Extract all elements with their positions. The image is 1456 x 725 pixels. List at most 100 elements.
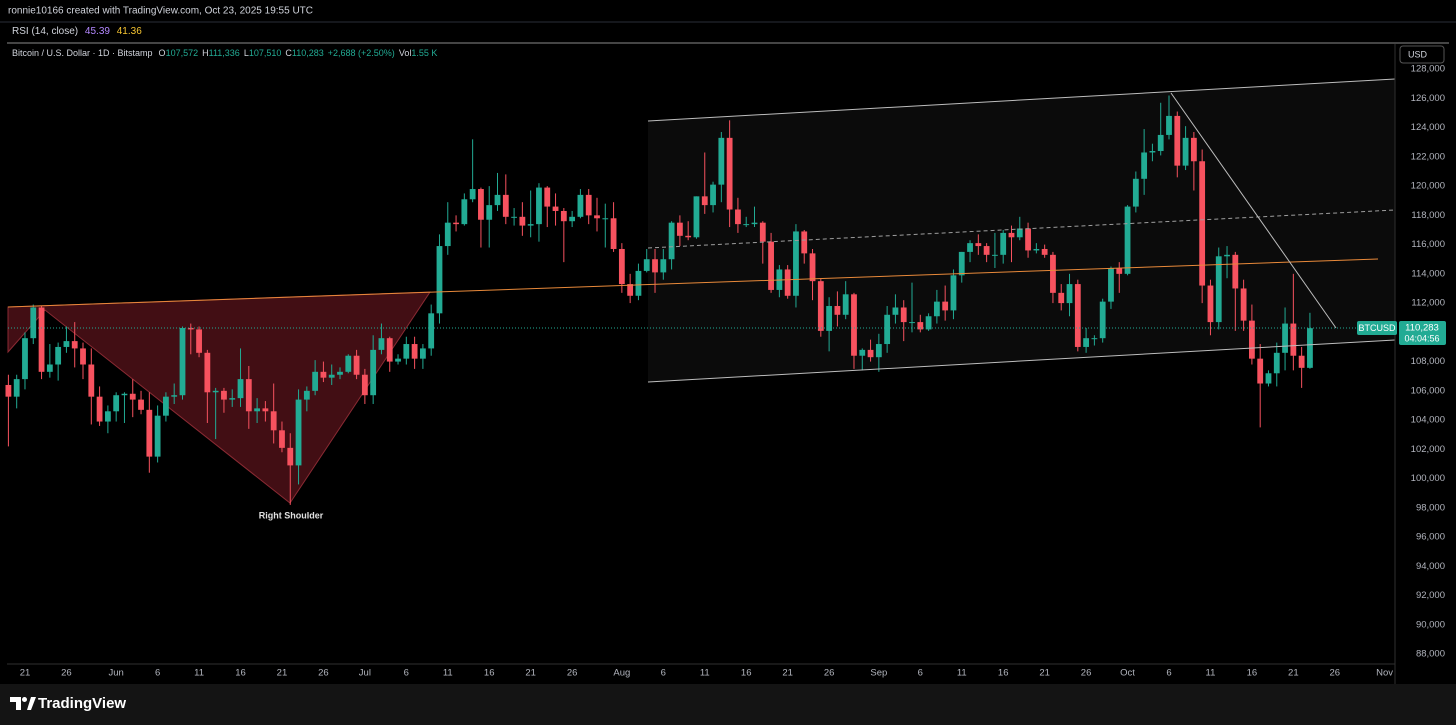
candle-body	[1232, 254, 1239, 289]
candle-body	[519, 216, 526, 226]
candle-body	[933, 301, 940, 317]
candle-body	[1273, 352, 1280, 374]
candle-body	[751, 222, 758, 225]
candle-body	[1108, 267, 1114, 302]
legend-value: 110,283	[292, 48, 324, 58]
y-tick-label: 116,000	[1411, 239, 1445, 250]
y-tick-label: 96,000	[1416, 532, 1445, 543]
candle-body	[237, 379, 244, 399]
candle-body	[187, 327, 194, 330]
y-tick-label: 100,000	[1411, 473, 1445, 484]
legend-key: C	[285, 48, 292, 58]
currency-button[interactable]	[1399, 45, 1445, 64]
pattern-label: Right Shoulder	[259, 510, 324, 520]
candle-body	[411, 344, 418, 359]
x-tick-label: Oct	[1120, 668, 1135, 679]
y-tick-label: 88,000	[1416, 649, 1445, 660]
x-tick-label: Sep	[870, 668, 887, 679]
candle-body	[851, 294, 857, 356]
y-tick-label: 124,000	[1411, 122, 1445, 133]
candle-body	[958, 251, 965, 276]
candle-body	[494, 194, 501, 206]
candle-body	[560, 210, 567, 222]
rsi-value: 45.39	[85, 26, 110, 37]
symbol-legend: Bitcoin / U.S. Dollar · 1D · Bitstamp O10…	[12, 48, 437, 58]
candle-body	[113, 395, 120, 412]
legend-vol-key: Vol	[399, 48, 412, 58]
candle-body	[361, 374, 368, 396]
x-tick-label: 6	[404, 668, 409, 679]
x-tick-label: 21	[782, 668, 793, 679]
x-tick-label: 26	[61, 668, 72, 679]
y-tick-label: 90,000	[1416, 619, 1445, 630]
candle-body	[63, 341, 70, 347]
candle-body	[469, 189, 476, 200]
candle-body	[1207, 285, 1214, 323]
candle-body	[1116, 267, 1123, 274]
candle-body	[420, 348, 426, 359]
x-tick-label: 21	[20, 668, 31, 679]
y-tick-label: 94,000	[1416, 561, 1445, 572]
candles	[5, 95, 1313, 505]
x-tick-label: 11	[443, 668, 453, 679]
candle-body	[287, 447, 294, 466]
candle-body	[676, 222, 683, 236]
candle-body	[179, 327, 186, 396]
brand-name: TradingView	[38, 695, 126, 712]
candle-body	[743, 224, 750, 226]
x-tick-label: 11	[957, 668, 967, 679]
candle-body	[544, 187, 551, 207]
candle-body	[1174, 115, 1181, 166]
candle-body	[1066, 284, 1073, 304]
candle-body	[660, 259, 667, 273]
candle-body	[171, 395, 178, 397]
rsi-ma-value: 41.36	[117, 26, 142, 37]
candle-body	[768, 241, 774, 290]
candle-body	[478, 189, 484, 220]
candle-body	[693, 196, 700, 238]
x-tick-label: 16	[1247, 668, 1258, 679]
candle-body	[1265, 373, 1272, 384]
x-tick-label: 16	[235, 668, 246, 679]
candle-body	[975, 243, 982, 247]
y-tick-label: 104,000	[1411, 415, 1445, 426]
candle-body	[685, 235, 692, 238]
neckline	[7, 258, 1379, 308]
logo-mark	[10, 697, 21, 710]
candle-body	[212, 390, 219, 393]
candle-body	[1124, 206, 1131, 274]
candle-body	[668, 222, 675, 260]
x-tick-label: 26	[1330, 668, 1341, 679]
rsi-legend: RSI (14, close) 45.39 41.36	[12, 26, 142, 37]
candle-body	[900, 307, 907, 323]
candle-body	[992, 254, 998, 256]
candle-body	[726, 137, 733, 210]
brand-logo	[10, 697, 36, 710]
candle-body	[337, 371, 343, 375]
y-tick-label: 112,000	[1411, 298, 1445, 309]
candle-body	[1290, 323, 1297, 356]
candle-body	[859, 349, 866, 356]
candle-body	[96, 396, 103, 422]
legend-key: H	[202, 48, 209, 58]
x-tick-label: 21	[1288, 668, 1299, 679]
candle-body	[511, 216, 517, 218]
candle-body	[312, 371, 319, 391]
candle-body	[88, 364, 95, 397]
candle-body	[502, 194, 509, 217]
candle-body	[30, 307, 37, 339]
candle-body	[784, 269, 791, 296]
x-tick-label: 16	[998, 668, 1009, 679]
candle-body	[1199, 161, 1206, 286]
candle-body	[254, 408, 260, 412]
y-tick-label: 120,000	[1411, 181, 1445, 192]
legend-symbol: Bitcoin / U.S. Dollar · 1D · Bitstamp	[12, 48, 153, 58]
x-tick-label: Aug	[613, 668, 630, 679]
channel-bottom	[647, 339, 1396, 383]
candle-body	[759, 222, 766, 242]
candle-body	[1190, 137, 1197, 162]
price-axis: 128,000 126,000 124,000 122,000 120,000 118,0…	[1411, 64, 1445, 660]
x-tick-label: 26	[1081, 668, 1092, 679]
x-tick-label: 6	[155, 668, 160, 679]
